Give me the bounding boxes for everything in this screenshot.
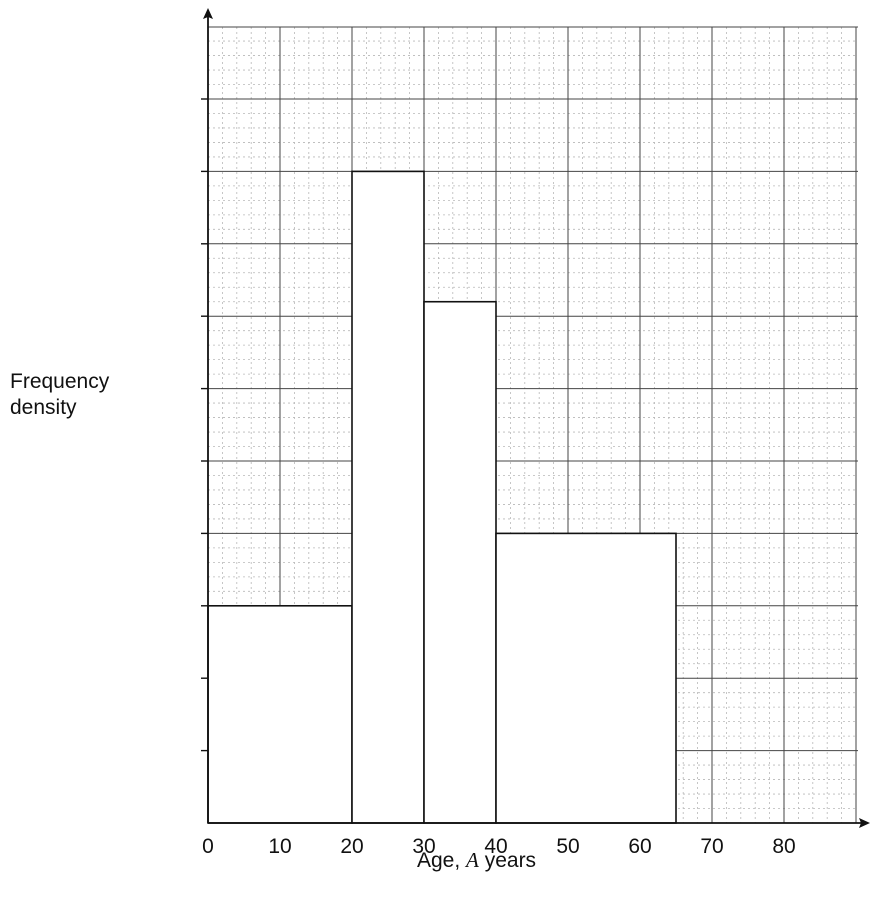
x-tick-label: 70	[700, 835, 723, 858]
x-tick-label: 0	[202, 835, 214, 858]
x-axis-arrowhead	[859, 818, 870, 828]
bars-layer	[207, 170, 677, 824]
x-tick-label: 10	[268, 835, 291, 858]
y-axis-arrowhead	[203, 8, 213, 19]
y-axis-label-line-1: Frequency	[10, 370, 110, 393]
x-tick-label: 60	[628, 835, 651, 858]
histogram-bar-2	[351, 170, 425, 824]
x-axis-label-suffix: years	[478, 849, 537, 872]
x-axis-label-prefix: Age,	[417, 849, 467, 872]
x-tick-label: 80	[772, 835, 795, 858]
x-tick-label: 50	[556, 835, 579, 858]
x-tick-label: 30	[412, 835, 435, 858]
x-axis-label-variable: A	[466, 848, 479, 872]
y-axis-label-line-2: density	[10, 396, 77, 419]
histogram-bar-3	[423, 300, 497, 824]
ticks-layer: 0 10 20 30 40 50 60 70 80	[201, 98, 796, 858]
axes-layer	[203, 8, 870, 828]
histogram-bar-4	[495, 532, 677, 824]
histogram-bar-1	[207, 604, 353, 824]
x-tick-label: 20	[340, 835, 363, 858]
x-tick-label: 40	[484, 835, 507, 858]
